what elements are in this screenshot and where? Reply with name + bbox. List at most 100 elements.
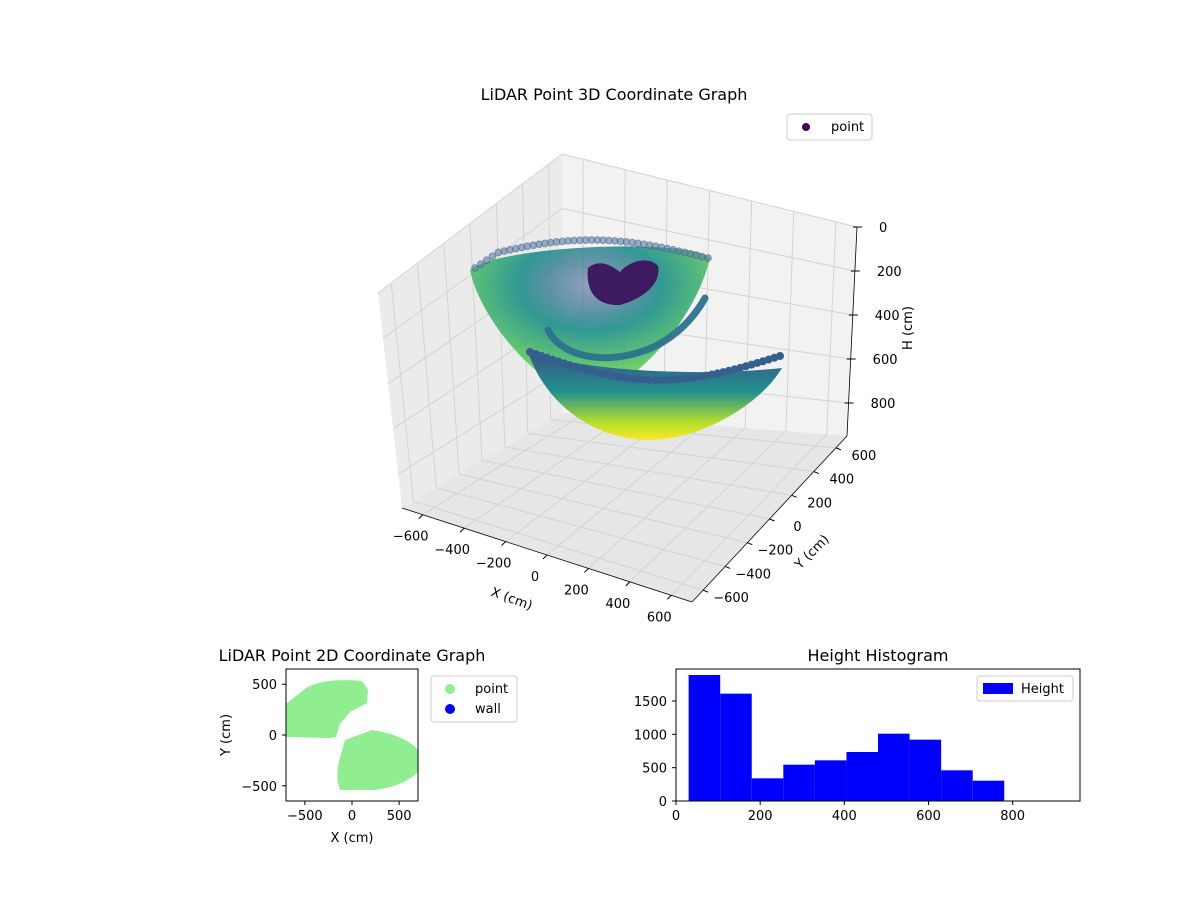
grid-line-x-back [826, 221, 837, 435]
legend-3d-frame [786, 113, 873, 141]
y-tick-label-2d: 0 [269, 729, 277, 744]
chart-histogram: Height Histogram 0 200 400 600 800 0 500 1000 15… [634, 646, 1081, 824]
axis-ticks-3d: −600−400−2000200400600−600−400−200020040… [393, 221, 902, 625]
y-tick-label-3d: 0 [793, 520, 801, 535]
grid-line-z-side [377, 153, 563, 294]
legend-2d-marker-wall [445, 704, 455, 714]
grid-line-y [436, 487, 726, 567]
y-tick-3d [725, 565, 731, 569]
legend-3d-marker [802, 123, 810, 131]
rim-point [476, 260, 485, 268]
y-tick-label-3d: −600 [713, 591, 749, 606]
x-axis-label-3d: X (cm) [489, 585, 535, 614]
chart-2d: LiDAR Point 2D Coordinate Graph −500 0 500… [219, 646, 518, 846]
histogram-bar [783, 764, 815, 801]
x-axis-label-2d: X (cm) [331, 831, 374, 846]
z-tick-label-3d: 800 [871, 397, 896, 412]
grid-line-y [504, 446, 792, 496]
rim-point [488, 252, 497, 261]
histogram-bar [751, 778, 784, 801]
y-tick-label-3d: 400 [829, 473, 854, 488]
x-tick-3d [459, 527, 465, 533]
x-tick-label-2d: 0 [348, 809, 356, 824]
x-tick-label-histogram: 200 [748, 809, 773, 824]
legend-2d-label-point: point [475, 682, 508, 697]
rim-point [482, 256, 491, 265]
x-tick-label-histogram: 800 [1000, 809, 1025, 824]
x-tick-label-3d: 600 [647, 610, 672, 625]
y-tick-3d [747, 542, 753, 546]
histogram-bar [941, 770, 973, 801]
point-cloud-3d [470, 236, 784, 440]
legend-histogram-label: Height [1021, 682, 1064, 697]
rim-point [656, 376, 665, 385]
y-tick-label-3d: 600 [852, 449, 877, 464]
x-tick-label-histogram: 600 [916, 809, 941, 824]
y-tick-3d [769, 518, 775, 522]
x-tick-label-histogram: 0 [672, 809, 680, 824]
z-tick-label-3d: 600 [873, 353, 898, 368]
grid-line-y-side [469, 223, 483, 461]
x-tick-label-3d: −400 [434, 543, 470, 558]
axis-line-3d [691, 435, 848, 603]
axis-ticks-2d: −500 0 500 −500 0 500 [241, 678, 411, 824]
y-axis-label-2d: Y (cm) [219, 714, 234, 757]
histogram-bar [909, 739, 942, 801]
bowl-rim-upper [471, 236, 712, 272]
legend-2d: point wall [430, 675, 518, 723]
histogram-bar [814, 760, 847, 801]
histogram-bar [972, 780, 1005, 801]
plot-frame-histogram [675, 668, 1081, 802]
grid-line-z-back [561, 208, 855, 272]
y-tick-3d [702, 589, 709, 593]
legend-3d-label: point [831, 120, 864, 135]
x-tick-label-2d: −500 [287, 809, 323, 824]
chart-3d-title: LiDAR Point 3D Coordinate Graph [481, 85, 748, 104]
bowl-rim-lower [526, 348, 784, 385]
y-tick-label-histogram: 1000 [634, 728, 667, 743]
z-axis-label-3d: H (cm) [901, 306, 916, 350]
y-tick-label-2d: 500 [252, 678, 277, 693]
axis-line-3d [401, 507, 693, 603]
x-tick-label-3d: 200 [564, 583, 589, 598]
x-tick-label-2d: 500 [387, 809, 412, 824]
legend-2d-label-wall: wall [475, 702, 501, 717]
histogram-bar [878, 733, 910, 801]
grid-line-y-side [390, 283, 414, 502]
rim-point [651, 376, 659, 384]
rim-point [471, 264, 479, 272]
y-tick-3d [813, 471, 819, 475]
y-tick-label-3d: −200 [757, 544, 793, 559]
rim-point [704, 254, 712, 262]
grid-line-z-back [561, 153, 858, 228]
axis-line-3d [846, 226, 858, 437]
rim-point [662, 375, 671, 384]
x-tick-3d [542, 554, 548, 560]
x-tick-label-3d: 0 [531, 570, 539, 585]
x-tick-3d [666, 594, 672, 600]
rim-point [776, 352, 784, 360]
legend-3d: point [786, 113, 873, 141]
z-tick-label-3d: 200 [877, 265, 902, 280]
rim-point [645, 375, 654, 384]
grid-line-x-back [785, 211, 795, 432]
grid-line-y [413, 500, 704, 591]
x-tick-label-3d: 400 [605, 597, 630, 612]
rim-point [668, 375, 677, 384]
x-tick-3d [501, 541, 506, 546]
chart-2d-title: LiDAR Point 2D Coordinate Graph [219, 646, 486, 665]
axis-ticks-histogram: 0 200 400 600 800 0 500 1000 1500 [634, 695, 1025, 824]
pane-left [378, 154, 562, 508]
grid-3d [377, 153, 858, 596]
grid-line-z-side [397, 371, 563, 475]
y-tick-label-histogram: 1500 [634, 695, 667, 710]
y-tick-label-3d: −400 [735, 567, 771, 582]
y-axis-label-3d: Y (cm) [791, 532, 832, 573]
inner-arc [544, 294, 709, 362]
y-tick-label-2d: −500 [241, 780, 277, 795]
x-tick-3d [584, 568, 589, 573]
grid-line-y [459, 473, 748, 544]
z-tick-label-3d: 0 [879, 221, 887, 236]
z-tick-label-3d: 400 [875, 309, 900, 324]
